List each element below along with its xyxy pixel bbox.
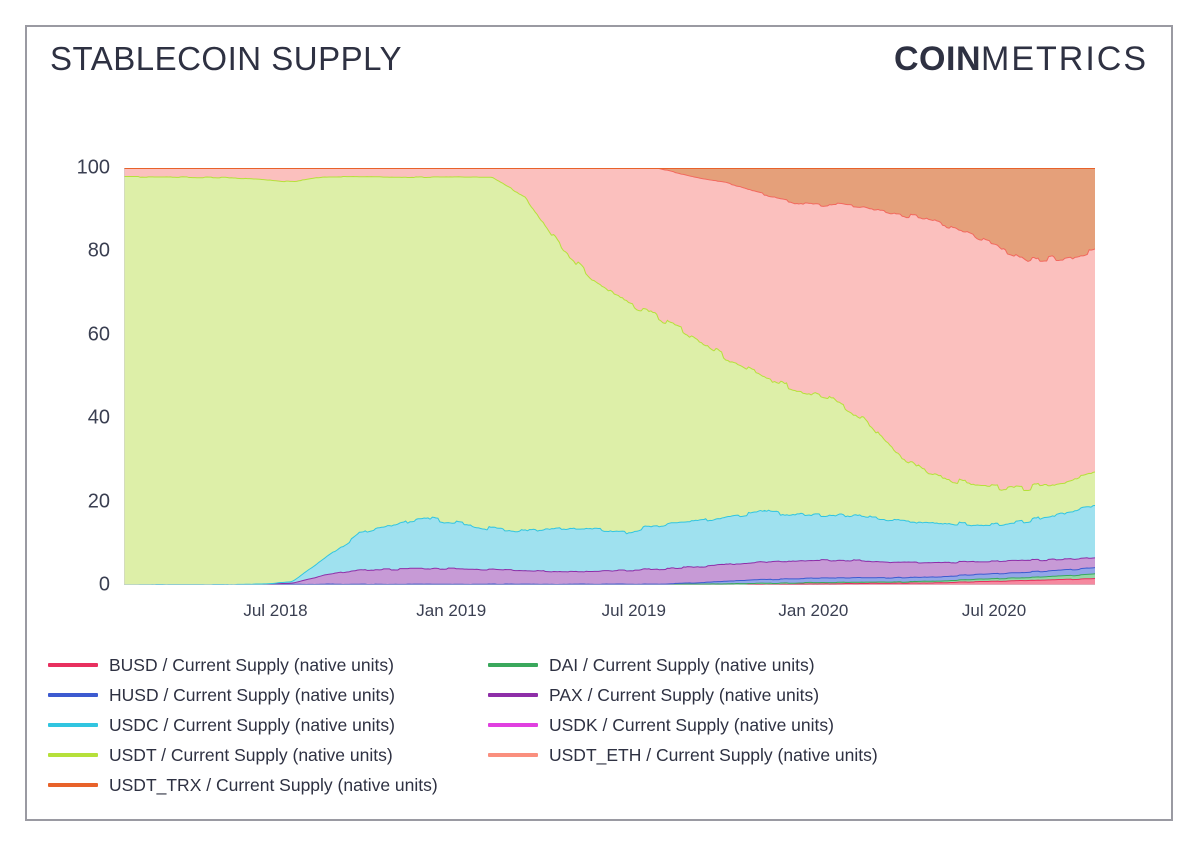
y-axis-tick-label: 40 xyxy=(87,406,110,429)
x-axis-tick-label: Jan 2019 xyxy=(416,601,487,620)
legend-item-label: USDT / Current Supply (native units) xyxy=(109,744,393,765)
series-area-usdc xyxy=(124,505,1095,585)
plot-area xyxy=(124,168,1095,585)
series-area-usdt_eth xyxy=(124,168,1095,490)
y-axis-tick-label: 0 xyxy=(98,573,110,596)
legend-color-swatch xyxy=(48,753,98,757)
x-axis-tick-label: Jul 2019 xyxy=(601,601,666,620)
stacked-area-chart xyxy=(124,168,1095,585)
y-axis-tick-label: 100 xyxy=(76,156,110,179)
series-area-usdt xyxy=(124,175,1095,585)
legend-color-swatch xyxy=(48,663,98,667)
legend-item[interactable]: USDT_TRX / Current Supply (native units) xyxy=(48,770,488,800)
series-line-busd xyxy=(124,577,1095,585)
page-title: STABLECOIN SUPPLY xyxy=(50,40,403,77)
legend-item-label: USDT_TRX / Current Supply (native units) xyxy=(109,774,438,795)
legend-item[interactable]: USDT_ETH / Current Supply (native units) xyxy=(488,740,928,770)
x-axis-tick-label: Jan 2020 xyxy=(778,601,849,620)
chart-legend: BUSD / Current Supply (native units) DAI … xyxy=(48,650,1138,800)
legend-item[interactable]: BUSD / Current Supply (native units) xyxy=(48,650,488,680)
legend-color-swatch xyxy=(48,723,98,727)
legend-item-label: PAX / Current Supply (native units) xyxy=(549,684,820,705)
legend-color-swatch xyxy=(488,753,538,757)
series-area-husd xyxy=(124,567,1095,585)
legend-color-swatch xyxy=(488,663,538,667)
legend-item[interactable]: USDT / Current Supply (native units) xyxy=(48,740,488,770)
legend-item-label: USDC / Current Supply (native units) xyxy=(109,714,395,735)
legend-item-label: USDK / Current Supply (native units) xyxy=(549,714,834,735)
legend-item-label: DAI / Current Supply (native units) xyxy=(549,654,815,675)
series-area-usdt_trx xyxy=(124,168,1095,261)
legend-item[interactable]: USDC / Current Supply (native units) xyxy=(48,710,488,740)
x-axis-tick-label: Jul 2018 xyxy=(243,601,308,620)
legend-color-swatch xyxy=(488,693,538,697)
coinmetrics-logo: COINMETRICS xyxy=(894,40,1148,79)
legend-item-label: HUSD / Current Supply (native units) xyxy=(109,684,395,705)
legend-color-swatch xyxy=(488,723,538,727)
legend-item[interactable]: USDK / Current Supply (native units) xyxy=(488,710,928,740)
legend-item-label: USDT_ETH / Current Supply (native units) xyxy=(549,744,878,765)
logo-metrics-text: METRICS xyxy=(981,40,1148,78)
legend-color-swatch xyxy=(48,783,98,787)
series-busd xyxy=(124,577,1095,585)
legend-item[interactable]: DAI / Current Supply (native units) xyxy=(488,650,928,680)
logo-coin-text: COIN xyxy=(894,40,981,78)
legend-item-label: BUSD / Current Supply (native units) xyxy=(109,654,394,675)
series-usdt_trx xyxy=(124,168,1095,261)
legend-color-swatch xyxy=(48,693,98,697)
x-axis-tick-label: Jul 2020 xyxy=(961,601,1027,620)
legend-item[interactable]: PAX / Current Supply (native units) xyxy=(488,680,928,710)
y-axis-tick-label: 80 xyxy=(87,239,110,262)
y-axis-tick-label: 20 xyxy=(87,490,110,513)
y-axis-tick-label: 60 xyxy=(87,323,110,346)
legend-item[interactable]: HUSD / Current Supply (native units) xyxy=(48,680,488,710)
